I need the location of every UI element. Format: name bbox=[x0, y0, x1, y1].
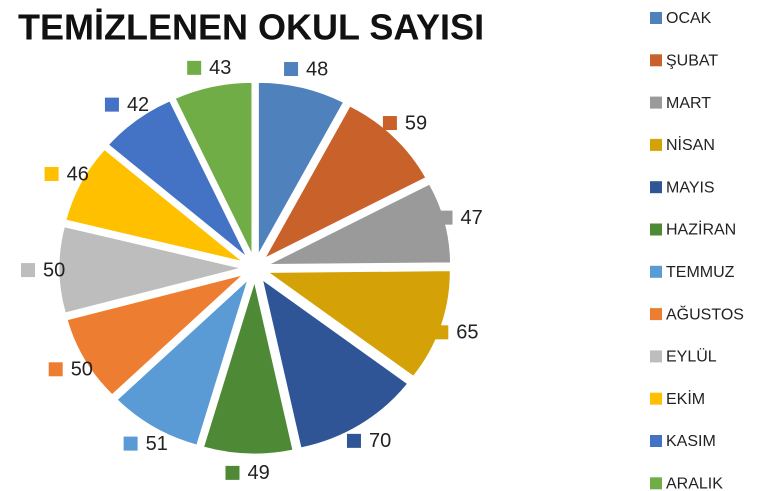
pie-slice bbox=[261, 278, 409, 449]
legend-key bbox=[650, 181, 662, 194]
legend-label: ARALIK bbox=[666, 476, 723, 491]
chart-title: TEMİZLENEN OKUL SAYISI bbox=[18, 7, 484, 48]
label-key bbox=[346, 433, 361, 448]
legend-key bbox=[650, 223, 662, 236]
data-label: 49 bbox=[247, 462, 269, 484]
pie-slice bbox=[107, 100, 247, 258]
data-label: 50 bbox=[71, 359, 93, 381]
data-label: 42 bbox=[127, 94, 149, 116]
legend-label: MAYIS bbox=[666, 179, 715, 196]
label-key bbox=[187, 60, 202, 75]
pie-slice bbox=[257, 81, 345, 257]
legend-key bbox=[650, 12, 662, 24]
legend-label: EKİM bbox=[666, 389, 705, 408]
data-label: 48 bbox=[306, 58, 328, 80]
legend-key bbox=[650, 477, 662, 490]
label-key bbox=[21, 263, 36, 278]
pie-slice bbox=[202, 280, 294, 455]
legend-key bbox=[650, 138, 662, 151]
legend-label: EYLÜL bbox=[666, 348, 717, 366]
label-key bbox=[48, 362, 63, 377]
legend-key bbox=[650, 350, 662, 363]
legend-label: HAZİRAN bbox=[666, 220, 736, 239]
label-key bbox=[44, 167, 59, 182]
data-label: 59 bbox=[405, 112, 427, 134]
legend-key bbox=[650, 265, 662, 278]
legend-label: ŞUBAT bbox=[666, 53, 718, 70]
legend-key bbox=[650, 308, 662, 321]
label-key bbox=[104, 97, 119, 112]
label-key bbox=[382, 116, 397, 131]
legend-key bbox=[650, 392, 662, 405]
legend-label: AĞUSTOS bbox=[666, 304, 744, 323]
legend-label: OCAK bbox=[666, 10, 712, 27]
pie-slice bbox=[263, 105, 427, 260]
label-key bbox=[123, 436, 138, 451]
pie-slice bbox=[116, 278, 249, 446]
data-label: 47 bbox=[460, 207, 482, 229]
legend-label: NİSAN bbox=[666, 135, 715, 154]
label-key bbox=[434, 325, 449, 340]
label-key bbox=[284, 62, 299, 77]
label-key bbox=[438, 210, 453, 225]
pie-slice bbox=[58, 226, 242, 314]
pie-slice bbox=[66, 274, 244, 396]
pie-slice bbox=[174, 81, 253, 255]
data-label: 70 bbox=[369, 430, 391, 452]
legend-key bbox=[650, 54, 662, 67]
legend-label: MART bbox=[666, 95, 711, 112]
data-label: 43 bbox=[209, 57, 231, 79]
pie-slice bbox=[65, 148, 243, 263]
data-label: 46 bbox=[67, 163, 89, 185]
legend-label: KASIM bbox=[666, 433, 716, 450]
data-label: 50 bbox=[43, 259, 65, 281]
legend-key bbox=[650, 435, 662, 447]
data-label: 65 bbox=[456, 322, 478, 344]
label-key bbox=[225, 465, 240, 480]
data-label: 51 bbox=[146, 433, 168, 455]
legend-key bbox=[650, 96, 662, 109]
legend-label: TEMMUZ bbox=[666, 264, 735, 281]
